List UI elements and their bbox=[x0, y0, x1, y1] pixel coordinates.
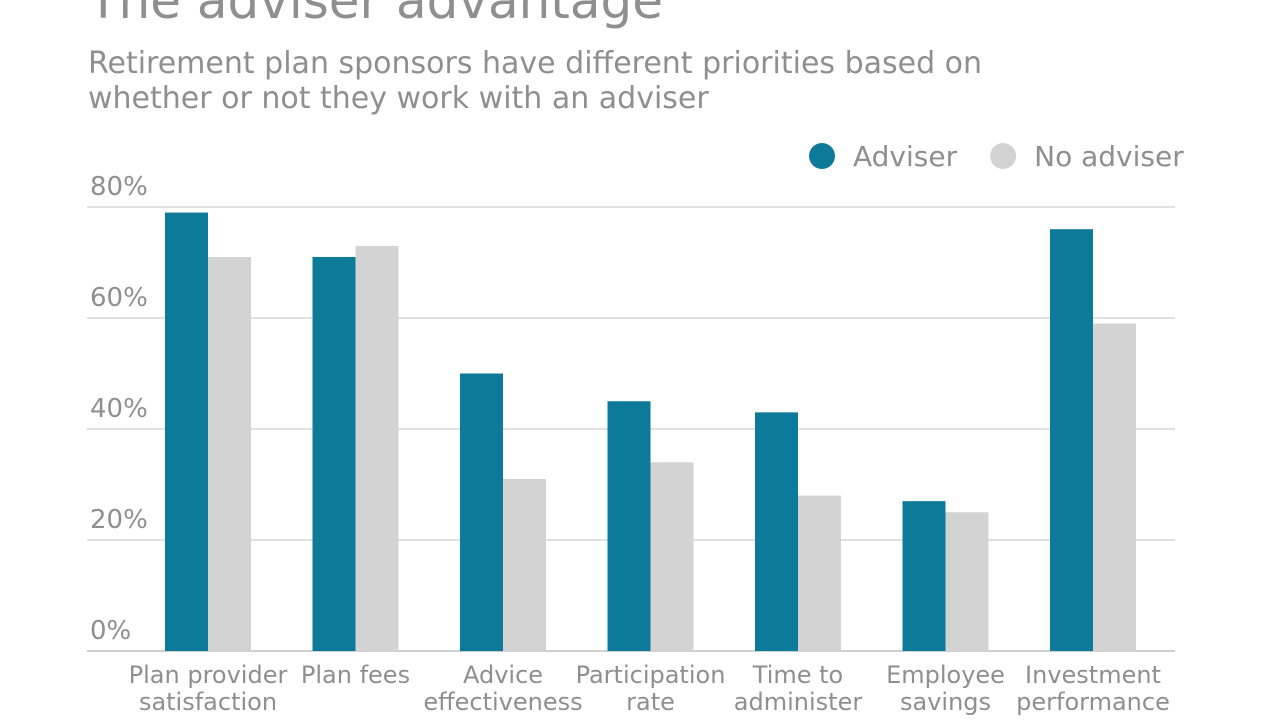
bar bbox=[165, 212, 208, 652]
x-tick-label: Plan provider satisfaction bbox=[129, 661, 288, 716]
y-tick-label: 20% bbox=[90, 505, 148, 535]
y-tick-label: 0% bbox=[90, 616, 131, 646]
bar bbox=[798, 495, 841, 651]
y-tick-label: 60% bbox=[90, 283, 148, 313]
bar bbox=[1050, 229, 1093, 651]
legend-label: No adviser bbox=[1034, 140, 1184, 173]
bar bbox=[208, 256, 251, 651]
y-tick-label: 80% bbox=[90, 172, 148, 202]
bar bbox=[650, 462, 694, 651]
x-tick-label: Employee savings bbox=[886, 661, 1005, 716]
x-tick-label: Investment performance bbox=[1016, 661, 1170, 716]
x-tick-label: Plan fees bbox=[301, 661, 410, 689]
x-tick-label: Advice effectiveness bbox=[423, 661, 582, 716]
legend-marker bbox=[990, 143, 1017, 169]
x-tick-label: Participation rate bbox=[576, 661, 726, 716]
bar bbox=[460, 373, 503, 651]
x-tick-label: Time to administer bbox=[734, 661, 863, 716]
legend-marker bbox=[809, 143, 835, 169]
bar bbox=[755, 412, 798, 651]
bar bbox=[945, 512, 989, 651]
bar bbox=[1093, 323, 1136, 651]
y-tick-label: 40% bbox=[90, 394, 148, 424]
bar bbox=[607, 401, 651, 651]
bar bbox=[902, 501, 946, 651]
bar bbox=[355, 245, 399, 651]
legend-label: Adviser bbox=[853, 140, 958, 173]
chart-title: The adviser advantage bbox=[87, 0, 663, 30]
chart-subtitle: whether or not they work with an adviser bbox=[88, 81, 709, 116]
chart-subtitle: Retirement plan sponsors have different … bbox=[88, 46, 982, 81]
bar bbox=[312, 256, 356, 651]
bar bbox=[503, 478, 546, 651]
